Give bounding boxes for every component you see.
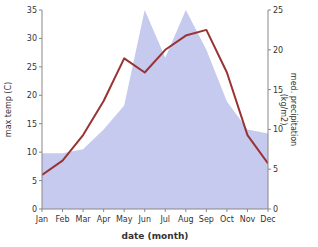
y2-tick-label: 10 [273,125,283,134]
x-tick [124,209,125,212]
x-tick-label: Nov [240,215,256,224]
temperature-line [42,30,268,175]
y2-tick-label: 25 [273,6,283,15]
axes: JanFebMarAprMayJunJulAugSepOctNovDec0510… [27,6,283,224]
y-tick [39,38,42,39]
y2-tick-label: 20 [273,46,283,55]
y-tick [39,209,42,210]
x-tick [103,209,104,212]
y-tick-label: 10 [27,148,37,157]
x-tick-label: May [116,215,133,224]
y2-tick [268,49,271,50]
y-tick [39,95,42,96]
y-tick [39,152,42,153]
x-tick [144,209,145,212]
y2-tick [268,89,271,90]
x-tick-label: Feb [55,215,69,224]
x-tick [247,209,248,212]
y-tick-label: 35 [27,6,37,15]
y-tick [39,66,42,67]
y-axis-line [42,10,43,209]
y2-tick [268,10,271,11]
x-tick [62,209,63,212]
chart: JanFebMarAprMayJunJulAugSepOctNovDec0510… [0,0,318,247]
y2-tick [268,129,271,130]
y2-axis-label-line: med. precipitation [289,73,298,146]
y2-tick [268,209,271,210]
plot-area [42,10,268,209]
y-tick [39,123,42,124]
x-tick-label: Jul [159,215,170,224]
x-tick [206,209,207,212]
y-tick-label: 5 [32,177,37,186]
y-tick [39,180,42,181]
x-tick [165,209,166,212]
y2-tick-label: 5 [273,165,278,174]
y-tick-label: 0 [32,205,37,214]
y2-axis-label: med. precipitation(kg/m2) [279,73,298,146]
x-tick [185,209,186,212]
y-tick-label: 20 [27,91,37,100]
y-axis-label: max temp (C) [4,82,13,137]
x-tick-label: Mar [76,215,92,224]
x-tick-label: Dec [260,215,275,224]
x-tick-label: Jan [35,215,48,224]
x-tick-label: Apr [97,215,112,224]
x-tick-label: Jun [137,215,151,224]
y-tick-label: 15 [27,120,37,129]
x-axis-line [42,209,268,210]
x-tick-label: Sep [199,215,214,224]
x-tick [83,209,84,212]
precipitation-area [42,10,268,209]
y2-tick [268,169,271,170]
y2-axis-label-line: (kg/m2) [279,94,288,126]
x-tick-label: Aug [178,215,194,224]
y-tick-label: 25 [27,63,37,72]
y2-tick-label: 0 [273,205,278,214]
x-tick [226,209,227,212]
y2-axis-line [268,10,269,209]
y-tick-label: 30 [27,34,37,43]
y-tick [39,10,42,11]
x-tick-label: Oct [220,215,234,224]
x-axis-label: date (month) [122,231,189,241]
